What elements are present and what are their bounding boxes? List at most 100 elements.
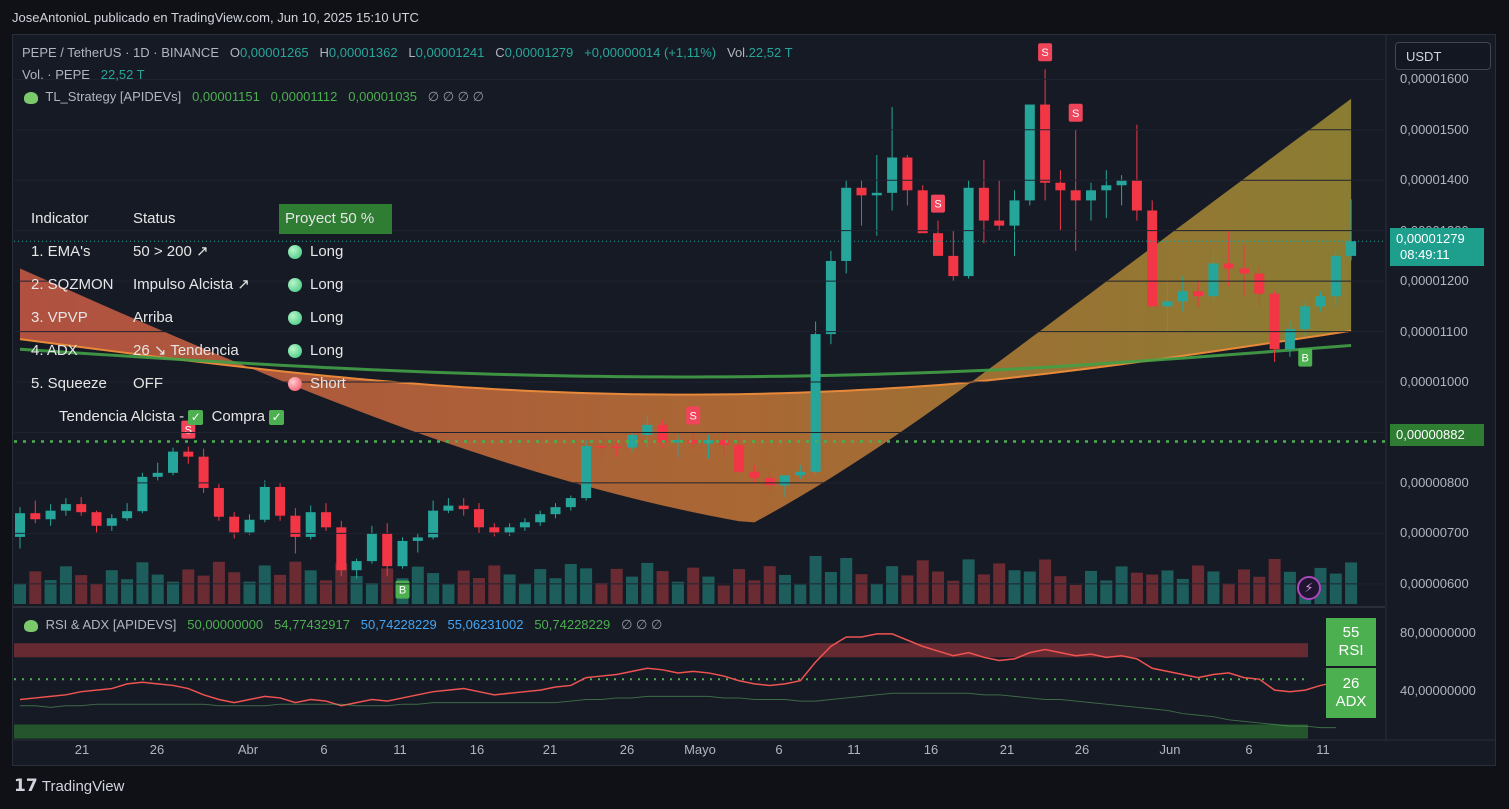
overbought-zone <box>14 643 1308 658</box>
volume-bar <box>870 583 883 604</box>
red-dot-icon <box>288 377 302 392</box>
volume-bar <box>151 574 164 604</box>
price-tick: 0,00000600 <box>1400 575 1469 591</box>
candle-body <box>550 507 561 515</box>
lightning-icon[interactable]: ⚡ <box>1297 576 1321 600</box>
candle-body <box>168 451 178 473</box>
time-tick: 11 <box>393 742 407 757</box>
candle-body <box>672 440 683 443</box>
candle-body <box>1116 180 1127 186</box>
indicator-status: 26 ↘ Tendencia <box>133 342 239 359</box>
volume-bar <box>427 573 440 604</box>
checkmark-icon: ✓ <box>188 409 204 425</box>
volume-bar <box>365 582 378 604</box>
rsi-value-1: 50,00000000 <box>187 617 264 632</box>
volume-bar <box>274 574 287 604</box>
volume-bar <box>1069 584 1082 604</box>
volume-bar <box>626 576 638 604</box>
frog-icon <box>24 91 38 104</box>
volume-bar <box>1085 570 1097 604</box>
volume-bar <box>1207 571 1220 604</box>
indicator-status: 50 > 200 ↗ <box>133 243 209 260</box>
candle-body <box>519 522 530 528</box>
candle-body <box>627 434 637 448</box>
volume-bar <box>794 584 807 604</box>
rsi-tick-40: 40,00000000 <box>1400 683 1476 698</box>
candle-body <box>581 446 592 499</box>
candle-body <box>1040 104 1051 183</box>
open-value: 0,00001265 <box>239 45 309 60</box>
candle-body <box>91 512 102 526</box>
currency-selector[interactable]: USDT <box>1395 42 1491 70</box>
strategy-value-2: 0,00001112 <box>270 89 338 104</box>
candle-body <box>60 504 71 511</box>
candle-body <box>795 471 806 476</box>
candle-body <box>810 334 821 472</box>
volume-bar <box>901 575 914 604</box>
time-tick: 21 <box>74 742 90 757</box>
strategy-legend: TL_Strategy [APIDEVs] 0,00001151 0,00001… <box>24 89 484 105</box>
candle-body <box>30 513 41 520</box>
candle-body <box>596 446 607 448</box>
volume-bar <box>549 578 562 604</box>
volume-bar <box>962 559 975 604</box>
high-label: H <box>319 45 329 60</box>
rsi-value-5: 50,74228229 <box>534 617 611 632</box>
candle-body <box>535 514 546 523</box>
trend-label: Tendencia Alcista - ✓ Compra ✓ <box>59 401 285 433</box>
close-value: 0,00001279 <box>504 45 574 60</box>
checkmark-icon: ✓ <box>269 409 285 425</box>
frog-icon <box>24 619 38 632</box>
close-label: C <box>495 45 505 60</box>
volume-bar <box>411 566 424 604</box>
candle-body <box>825 260 836 335</box>
symbol-pair: PEPE / TetherUS · 1D · BINANCE <box>22 45 219 60</box>
volume-bar <box>717 585 730 604</box>
candle-body <box>642 424 653 435</box>
publisher-attribution: JoseAntonioL publicado en TradingView.co… <box>12 10 419 25</box>
green-dot-icon <box>288 311 302 326</box>
candle-body <box>1223 263 1234 269</box>
volume-bar <box>14 583 26 604</box>
candle-body <box>963 187 974 277</box>
strategy-empty-values: ∅ ∅ ∅ ∅ <box>427 89 484 104</box>
green-dot-icon <box>288 344 302 359</box>
candle-body <box>336 527 347 571</box>
candle-body <box>1300 306 1311 330</box>
volume-legend: Vol. · PEPE 22,52 T <box>22 67 145 82</box>
price-tick: 0,00000800 <box>1400 474 1469 490</box>
sell-signal <box>686 406 701 425</box>
price-tick: 0,00001000 <box>1400 374 1469 390</box>
volume-bar <box>1238 569 1250 604</box>
time-tick: 16 <box>923 742 939 757</box>
indicator-status: Impulso Alcista ↗ <box>133 276 250 293</box>
candle-body <box>657 424 668 443</box>
volume-bars <box>14 555 1358 604</box>
time-tick: Jun <box>1159 742 1181 757</box>
candle-body <box>1147 210 1158 307</box>
volume-bar <box>488 565 501 604</box>
rsi-value-4: 55,06231002 <box>447 617 524 632</box>
tradingview-logo[interactable]: 𝟭𝟳 TradingView <box>14 776 124 796</box>
time-tick: 26 <box>619 742 635 757</box>
volume-bar <box>503 574 516 604</box>
time-tick: Abr <box>237 742 259 757</box>
volume-bar <box>136 562 149 604</box>
adx-badge-label: ADX <box>1335 693 1367 710</box>
volume-bar <box>518 583 531 604</box>
candle-body <box>305 512 316 537</box>
candle-body <box>887 157 898 193</box>
volume-bar <box>228 572 241 604</box>
candle-body <box>1024 104 1035 201</box>
time-tick: Mayo <box>684 742 716 757</box>
indicator-column-header: Indicator <box>31 210 89 227</box>
volume-bar <box>442 584 455 604</box>
volume-legend-label: Vol. · PEPE <box>22 67 90 82</box>
volume-bar <box>473 578 485 604</box>
oversold-zone <box>14 724 1308 739</box>
volume-bar <box>886 566 899 604</box>
candle-body <box>841 187 852 261</box>
time-tick: 6 <box>775 742 783 757</box>
low-value: 0,00001241 <box>415 45 485 60</box>
